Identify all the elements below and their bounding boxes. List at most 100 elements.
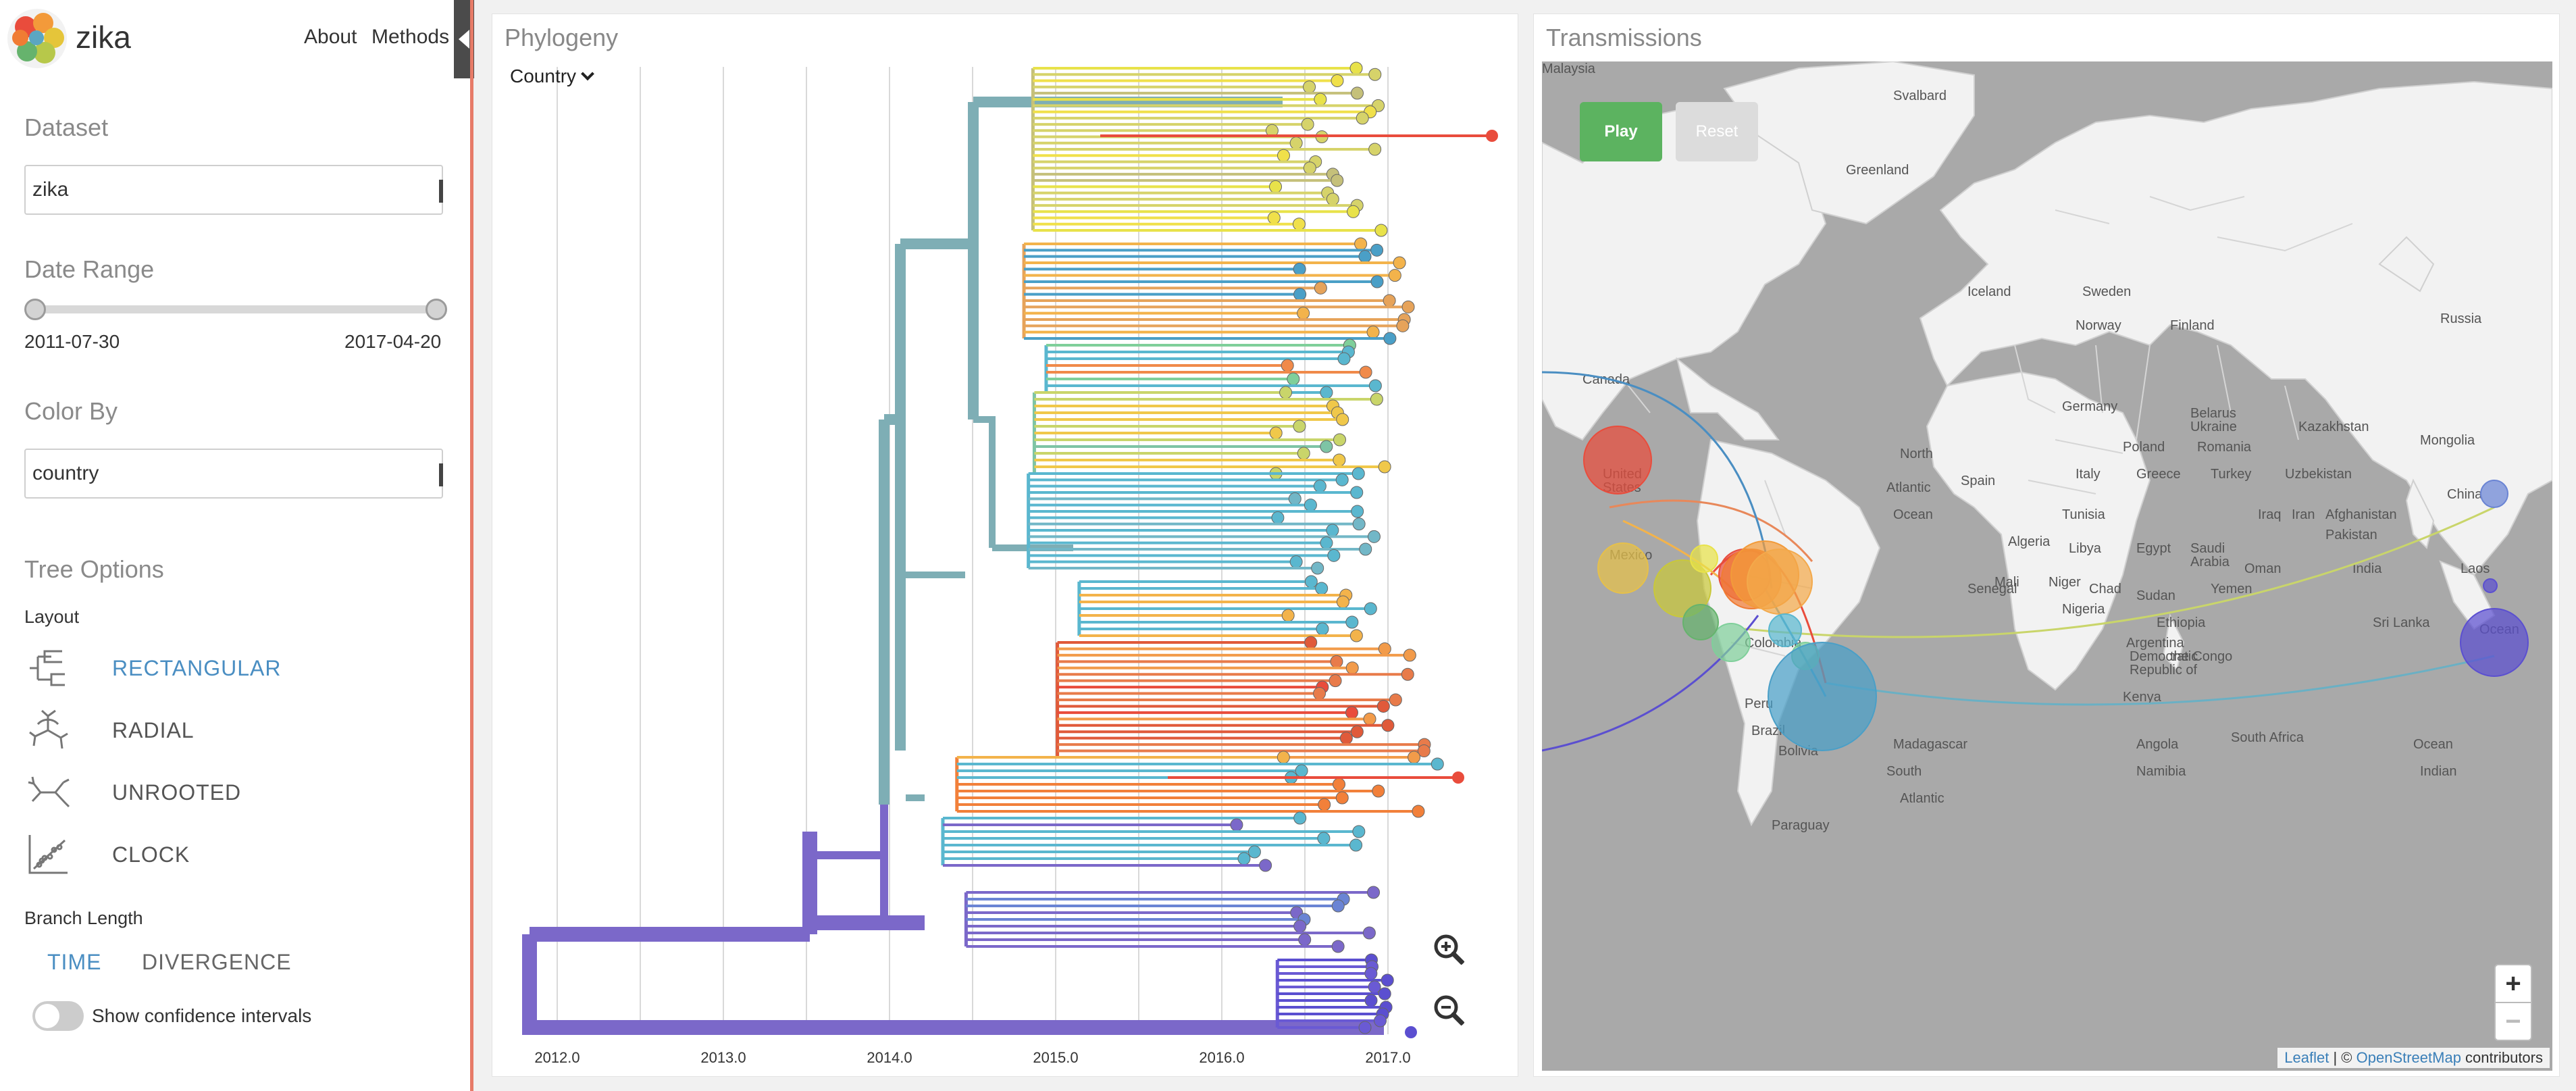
tree-tip: [1374, 1014, 1387, 1027]
phylogeny-title: Phylogeny: [505, 24, 619, 51]
tree-tip: [1358, 1021, 1372, 1034]
tree-tip: [1345, 706, 1359, 719]
tree-tip: [1486, 130, 1498, 142]
date-range-header: Date Range: [24, 255, 155, 283]
location-bubble: [2460, 608, 2529, 677]
map-place-label: Russia: [2440, 311, 2482, 326]
tree-tip: [1293, 811, 1307, 825]
layout-option-unrooted[interactable]: UNROOTED: [24, 769, 362, 816]
tree-tip: [1368, 980, 1381, 994]
play-button[interactable]: Play: [1580, 102, 1662, 161]
tree-tip: [1327, 549, 1341, 562]
transmission-arc: [1825, 655, 2495, 706]
openstreetmap-link[interactable]: OpenStreetMap: [2356, 1049, 2461, 1066]
map-place-label: Spain: [1961, 474, 1996, 488]
tree-tip: [1335, 791, 1349, 805]
tree-tip: [1383, 332, 1397, 345]
tree-tip: [1333, 778, 1346, 791]
tree-tip: [1354, 237, 1368, 251]
branch-length-time-button[interactable]: TIME: [47, 950, 102, 974]
tree-tip: [1281, 609, 1295, 622]
tree-color-dropdown[interactable]: Country: [510, 66, 594, 87]
rectangular-tree-icon: [30, 650, 65, 686]
tree-tip: [1289, 136, 1303, 150]
map-place-label: North: [1900, 447, 1933, 461]
map-zoom-in-button[interactable]: +: [2494, 964, 2532, 1003]
chevron-down-icon: [581, 67, 594, 81]
reset-button[interactable]: Reset: [1676, 102, 1758, 161]
tree-tip: [1287, 372, 1300, 386]
leaflet-link[interactable]: Leaflet: [2284, 1049, 2329, 1066]
date-range-slider-track[interactable]: [34, 305, 436, 313]
date-range-start-handle[interactable]: [24, 299, 46, 320]
unrooted-tree-icon: [28, 776, 70, 808]
map-place-label: Nigeria: [2062, 602, 2105, 617]
color-by-select[interactable]: country: [24, 449, 443, 499]
map-place-label: Malaysia: [1542, 61, 1595, 76]
tree-tip: [1279, 386, 1293, 399]
map-place-label: Chad: [2089, 582, 2121, 597]
tree-tip: [1393, 256, 1406, 270]
tree-tip: [1351, 86, 1364, 100]
layout-option-label: UNROOTED: [112, 780, 242, 805]
branch-length-divergence-button[interactable]: DIVERGENCE: [142, 950, 292, 974]
tree-tip: [1364, 602, 1377, 615]
map-place-label: South: [1886, 764, 1922, 779]
tree-tip: [1318, 798, 1331, 811]
zoom-in-icon[interactable]: [1428, 929, 1469, 969]
tree-tip: [1326, 524, 1339, 537]
tree-tip: [1378, 460, 1391, 474]
map-place-label: Iceland: [1967, 284, 2011, 299]
tree-tip: [1368, 68, 1382, 81]
map-place-label: Madagascar: [1893, 737, 1968, 752]
map-place-label: Mali: [1994, 575, 2019, 590]
transmissions-map[interactable]: Svalbard Greenland Iceland Sweden Norway Finl…: [1542, 61, 2552, 1071]
layout-option-label: CLOCK: [112, 842, 190, 867]
zoom-out-icon[interactable]: [1428, 990, 1469, 1030]
tree-tip: [1359, 542, 1372, 556]
tree-tip: [1370, 243, 1384, 257]
map-zoom-out-button[interactable]: −: [2494, 1002, 2532, 1041]
tree-tip: [1333, 433, 1346, 447]
map-place-label: Tunisia: [2062, 507, 2105, 522]
layout-option-radial[interactable]: RADIAL: [24, 707, 362, 754]
map-place-label: China: [2447, 487, 2483, 502]
tree-tip: [1417, 744, 1431, 758]
tree-tip: [1345, 615, 1359, 629]
map-place-label: Algeria: [2008, 534, 2051, 549]
date-range-end-handle[interactable]: [426, 299, 447, 320]
tree-tip: [1370, 392, 1383, 406]
tree-tip: [1303, 80, 1316, 94]
tree-tip: [1368, 379, 1382, 392]
map-place-label: Mongolia: [2420, 433, 2475, 448]
x-axis-tick-label: 2014.0: [867, 1049, 912, 1066]
tree-tip: [1378, 987, 1391, 1000]
tree-tip: [1259, 859, 1272, 872]
tree-tip: [1351, 505, 1364, 518]
color-by-header: Color By: [24, 397, 118, 425]
map-place-label: Angola: [2136, 737, 2179, 752]
phylogeny-tree[interactable]: 2012.0 2013.0 2014.0 2015.0 2016.0 2017.0: [492, 14, 1519, 1077]
confidence-intervals-label: Show confidence intervals: [92, 1005, 312, 1026]
attribution-separator: | ©: [2329, 1049, 2356, 1066]
layout-option-rectangular[interactable]: RECTANGULAR: [24, 644, 362, 692]
map-place-label: Atlantic: [1900, 791, 1944, 806]
tree-tip: [1452, 771, 1464, 784]
map-place-label: Brazil: [1751, 724, 1786, 738]
map-place-label: Greece: [2136, 467, 2181, 482]
tree-tip: [1320, 386, 1333, 399]
tree-tip: [1316, 622, 1329, 636]
tree-tip: [1359, 365, 1372, 379]
map-place-label: Arabia: [2190, 555, 2230, 569]
layout-option-clock[interactable]: CLOCK: [24, 831, 362, 878]
dataset-select[interactable]: zika: [24, 165, 443, 215]
tree-tip: [1335, 473, 1349, 486]
nav-methods-link[interactable]: Methods: [371, 26, 450, 48]
nav-about-link[interactable]: About: [304, 26, 357, 48]
tree-branch: [900, 416, 1073, 801]
branch-length-label: Branch Length: [24, 908, 143, 928]
tree-tip: [1313, 480, 1326, 493]
tree-tip: [1405, 1026, 1417, 1038]
tree-tip: [1267, 211, 1281, 225]
map-place-label: Sweden: [2082, 284, 2132, 299]
